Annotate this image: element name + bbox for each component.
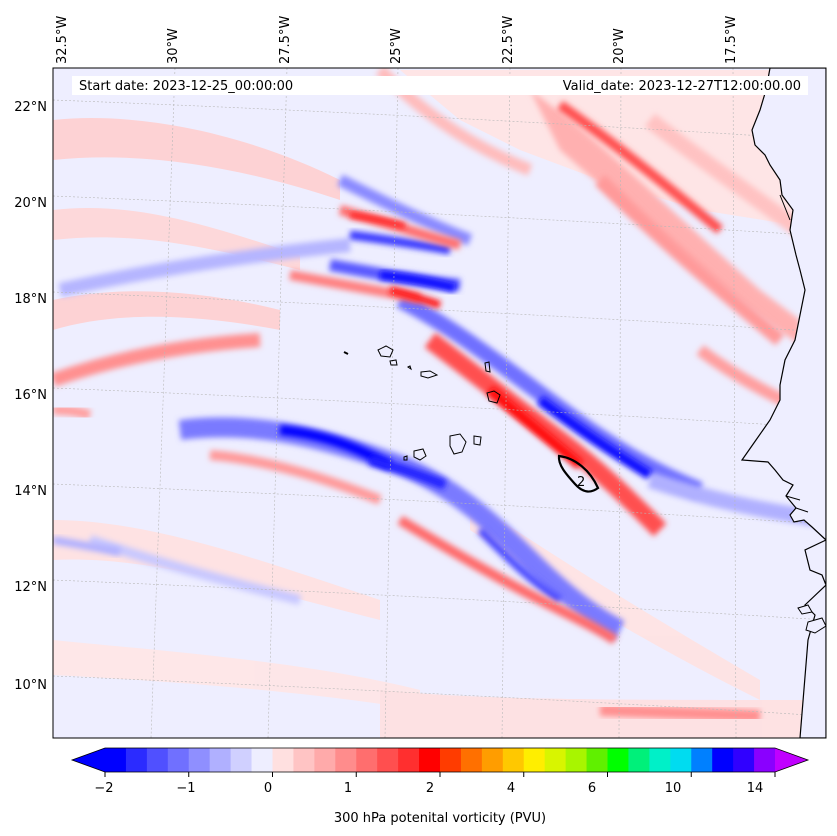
- colorbar-swatch: [712, 748, 734, 772]
- colorbar-swatch: [481, 748, 504, 772]
- colorbar-swatch: [565, 748, 588, 772]
- map-panel: 2 Start date: 2023-12-25_00:00:00 Valid: [53, 68, 826, 738]
- lat-label: 22°N: [14, 100, 47, 115]
- colorbar-swatch: [356, 748, 378, 772]
- colorbar-swatch: [251, 748, 274, 772]
- lon-label: 22.5°W: [501, 16, 516, 64]
- map-frame: [52, 67, 827, 739]
- valid-date: Valid_date: 2023-12-27T12:00:00.00: [563, 79, 801, 94]
- colorbar-tick-label: 2: [426, 781, 434, 796]
- pv-contour-2: 2: [343, 351, 600, 493]
- colorbar-tick-label: −1: [176, 781, 195, 796]
- colorbar-swatch: [314, 748, 336, 772]
- lat-label: 20°N: [14, 196, 47, 211]
- colorbar-swatch: [502, 748, 525, 772]
- pv-bands-negative: [53, 174, 826, 639]
- colorbar-swatch: [607, 748, 630, 772]
- colorbar-swatch: [649, 748, 671, 772]
- coastline-africa: [740, 68, 826, 738]
- colorbar-swatch: [440, 748, 462, 772]
- colorbar-swatch: [670, 748, 692, 772]
- start-date: Start date: 2023-12-25_00:00:00: [79, 79, 293, 94]
- colorbar-tick-label: 1: [344, 781, 352, 796]
- lat-label: 14°N: [14, 484, 47, 499]
- lat-label: 12°N: [14, 580, 47, 595]
- lon-label: 25°W: [389, 28, 404, 64]
- colorbar-swatch: [586, 748, 609, 772]
- cape-verde-islands: [377, 345, 501, 461]
- colorbar-swatch: [188, 748, 211, 772]
- colorbar-swatch: [544, 748, 567, 772]
- colorbar-under-arrow: [72, 748, 105, 772]
- colorbar-label: 300 hPa potenital vorticity (PVU): [334, 811, 546, 826]
- lat-label: 10°N: [14, 678, 47, 693]
- colorbar-swatch: [125, 748, 148, 772]
- colorbar-over-arrow: [775, 748, 808, 772]
- colorbar-swatch: [754, 748, 776, 772]
- colorbar-swatch: [335, 748, 357, 772]
- colorbar-swatch: [167, 748, 190, 772]
- colorbar-tick-label: 14: [747, 781, 764, 796]
- colorbar-tick-label: 4: [507, 781, 515, 796]
- pv-bands-positive: [53, 205, 826, 722]
- colorbar-tick-labels: −2 −1 0 1 2 4 6 10 14: [94, 781, 763, 796]
- contour-label: 2: [577, 475, 585, 490]
- colorbar-swatch: [460, 748, 483, 772]
- colorbar-swatch: [628, 748, 650, 772]
- lon-label: 27.5°W: [278, 16, 293, 64]
- longitude-labels: 32.5°W 30°W 27.5°W 25°W 22.5°W 20°W 17.5…: [55, 16, 739, 64]
- colorbar-swatch: [398, 748, 420, 772]
- lon-label: 32.5°W: [55, 16, 70, 64]
- colorbar-swatch: [419, 748, 441, 772]
- lon-label: 20°W: [612, 28, 627, 64]
- colorbar-tick-label: −2: [94, 781, 113, 796]
- lat-label: 18°N: [14, 292, 47, 307]
- colorbar-swatch: [733, 748, 755, 772]
- lat-label: 16°N: [14, 388, 47, 403]
- lon-label: 30°W: [166, 28, 181, 64]
- colorbar-swatch: [523, 748, 546, 772]
- colorbar-swatch: [209, 748, 232, 772]
- colorbar-ticks: [104, 772, 776, 777]
- latitude-labels: 22°N 20°N 18°N 16°N 14°N 12°N 10°N: [14, 100, 47, 693]
- colorbar-swatches: [105, 748, 776, 772]
- date-strip: [72, 76, 808, 95]
- colorbar-tick-label: 6: [588, 781, 596, 796]
- colorbar-tick-label: 10: [665, 781, 682, 796]
- colorbar-swatch: [230, 748, 253, 772]
- colorbar-swatch: [691, 748, 713, 772]
- colorbar: −2 −1 0 1 2 4 6 10 14 300 hPa potenital …: [70, 747, 810, 826]
- colorbar-swatch: [146, 748, 169, 772]
- colorbar-swatch: [377, 748, 399, 772]
- colorbar-tick-label: 0: [264, 781, 272, 796]
- colorbar-swatch: [293, 748, 315, 772]
- colorbar-swatch: [272, 748, 295, 772]
- lon-label: 17.5°W: [724, 16, 739, 64]
- colorbar-swatch: [105, 748, 127, 772]
